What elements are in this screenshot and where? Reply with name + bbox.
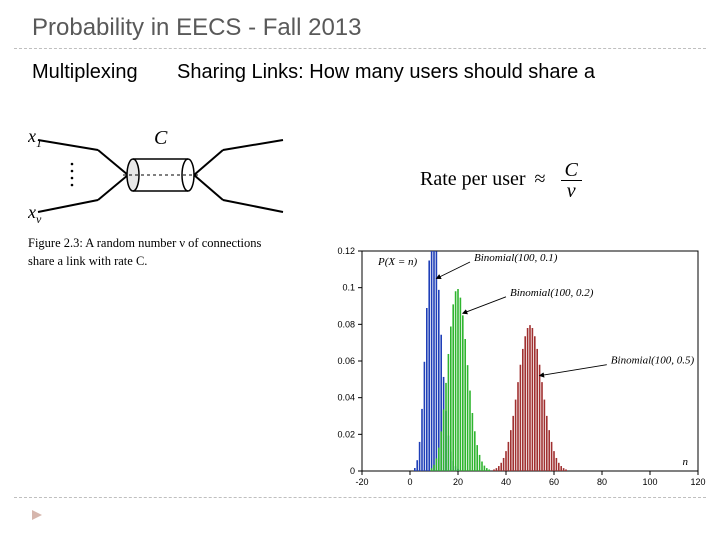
header-row: Multiplexing Sharing Links: How many use…: [0, 49, 720, 84]
formula-fraction: C ν: [561, 160, 582, 201]
svg-text:0.06: 0.06: [337, 356, 355, 366]
formula-numerator: C: [561, 160, 582, 181]
svg-text:C: C: [154, 127, 168, 149]
svg-text:0: 0: [350, 466, 355, 476]
svg-text:40: 40: [501, 477, 511, 487]
svg-text:100: 100: [642, 477, 657, 487]
svg-text:-20: -20: [355, 477, 368, 487]
svg-text:0.1: 0.1: [342, 283, 355, 293]
svg-text:Binomial(100, 0.1): Binomial(100, 0.1): [474, 252, 558, 264]
formula-approx: ≈: [535, 168, 546, 190]
svg-text:60: 60: [549, 477, 559, 487]
multiplexing-diagram: x1 xν C: [28, 120, 298, 320]
caption-prefix: Figure 2.3:: [28, 236, 83, 250]
diagram-caption: Figure 2.3: A random number ν of connect…: [28, 235, 278, 270]
svg-text:xν: xν: [28, 202, 42, 226]
subtitle: Sharing Links: How many users should sha…: [177, 61, 595, 84]
svg-text:0.08: 0.08: [337, 319, 355, 329]
svg-text:0.04: 0.04: [337, 393, 355, 403]
svg-text:0: 0: [407, 477, 412, 487]
binomial-chart: -2002040608010012000.020.040.060.080.10.…: [320, 245, 708, 493]
rate-formula: Rate per user ≈ C ν: [420, 160, 582, 201]
bottom-divider: [14, 497, 706, 498]
svg-text:0.02: 0.02: [337, 429, 355, 439]
svg-text:80: 80: [597, 477, 607, 487]
svg-text:120: 120: [690, 477, 705, 487]
svg-text:Binomial(100, 0.5): Binomial(100, 0.5): [611, 355, 695, 367]
svg-text:Binomial(100, 0.2): Binomial(100, 0.2): [510, 287, 594, 299]
bullet-icon: [30, 508, 44, 527]
svg-text:x1: x1: [28, 126, 42, 150]
svg-text:0.12: 0.12: [337, 246, 355, 256]
page-title: Probability in EECS - Fall 2013: [0, 0, 720, 48]
formula-denominator: ν: [561, 181, 582, 201]
formula-label: Rate per user: [420, 168, 526, 190]
svg-text:20: 20: [453, 477, 463, 487]
section-label: Multiplexing: [32, 61, 177, 84]
svg-text:n: n: [683, 456, 689, 468]
svg-text:P(X = n): P(X = n): [377, 256, 418, 268]
